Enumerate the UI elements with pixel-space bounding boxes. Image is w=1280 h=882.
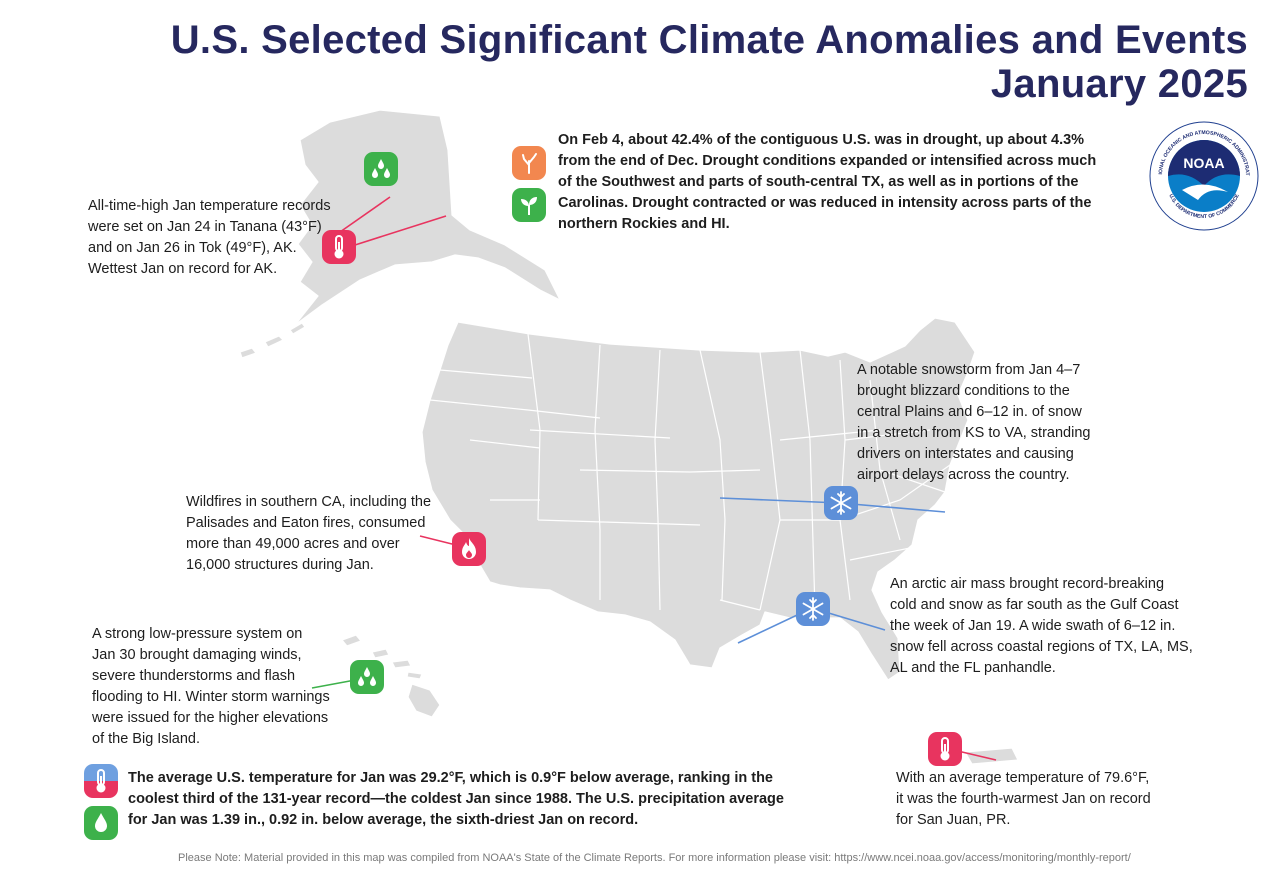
callout-line: cold and snow as far south as the Gulf C… bbox=[890, 597, 1179, 613]
callout-line: and on Jan 26 in Tok (49°F), AK. bbox=[88, 240, 297, 256]
callout-line: brought blizzard conditions to the bbox=[857, 383, 1070, 399]
callout-line: Jan 30 brought damaging winds, bbox=[92, 647, 302, 663]
callout-hawaii: A strong low-pressure system on Jan 30 b… bbox=[92, 624, 330, 750]
callout-line: AL and the FL panhandle. bbox=[890, 660, 1056, 676]
noaa-logo: NOAA NATIONAL OCEANIC AND ATMOSPHERIC AD… bbox=[1148, 120, 1259, 231]
callout-line: flooding to HI. Winter storm warnings bbox=[92, 689, 330, 705]
callout-snowstorm: A notable snowstorm from Jan 4–7 brought… bbox=[857, 360, 1090, 486]
drought-icon bbox=[512, 146, 546, 180]
callout-puerto-rico: With an average temperature of 79.6°F, i… bbox=[896, 768, 1151, 831]
callout-line: the week of Jan 19. A wide swath of 6–12… bbox=[890, 618, 1176, 634]
callout-line: it was the fourth-warmest Jan on record bbox=[896, 791, 1151, 807]
improvement-icon bbox=[512, 188, 546, 222]
hawaii-shape bbox=[341, 634, 441, 718]
page-title: U.S. Selected Significant Climate Anomal… bbox=[171, 18, 1248, 106]
callout-line: Palisades and Eaton fires, consumed bbox=[186, 515, 426, 531]
callout-line: coolest third of the 131-year record—the… bbox=[128, 791, 784, 807]
callout-line: Wildfires in southern CA, including the bbox=[186, 494, 432, 510]
fire-icon bbox=[452, 532, 486, 566]
alaska-shape bbox=[294, 109, 561, 326]
noaa-logo-text: NOAA bbox=[1183, 155, 1224, 171]
callout-line: An arctic air mass brought record-breaki… bbox=[890, 576, 1165, 592]
thermometer-icon bbox=[928, 732, 962, 766]
callout-line: All-time-high Jan temperature records bbox=[88, 198, 331, 214]
raindrops-icon bbox=[364, 152, 398, 186]
temperature-split-icon bbox=[84, 764, 118, 798]
callout-alaska: All-time-high Jan temperature records we… bbox=[88, 196, 331, 280]
footer-note: Please Note: Material provided in this m… bbox=[178, 852, 1131, 864]
callout-line: drivers on interstates and causing bbox=[857, 446, 1074, 462]
callout-wildfires: Wildfires in southern CA, including the … bbox=[186, 492, 431, 576]
snowflake-icon bbox=[796, 592, 830, 626]
callout-arctic: An arctic air mass brought record-breaki… bbox=[890, 574, 1193, 679]
callout-line: were set on Jan 24 in Tanana (43°F) bbox=[88, 219, 322, 235]
callout-line: of the Southwest and parts of south-cent… bbox=[558, 174, 1079, 190]
contiguous-us-shape bbox=[421, 317, 976, 681]
title-line-2: January 2025 bbox=[990, 62, 1248, 106]
puerto-rico-shape bbox=[964, 747, 1019, 765]
raindrops-icon bbox=[350, 660, 384, 694]
precipitation-icon bbox=[84, 806, 118, 840]
callout-line: of the Big Island. bbox=[92, 731, 201, 747]
callout-line: for San Juan, PR. bbox=[896, 812, 1011, 828]
callout-line: more than 49,000 acres and over bbox=[186, 536, 400, 552]
callout-line: were issued for the higher elevations bbox=[92, 710, 329, 726]
callout-line: snow fell across coastal regions of TX, … bbox=[890, 639, 1193, 655]
callout-line: from the end of Dec. Drought conditions … bbox=[558, 153, 1097, 169]
title-line-1: U.S. Selected Significant Climate Anomal… bbox=[170, 18, 1248, 62]
callout-line: Wettest Jan on record for AK. bbox=[88, 261, 278, 277]
callout-line: The average U.S. temperature for Jan was… bbox=[128, 770, 773, 786]
callout-line: On Feb 4, about 42.4% of the contiguous … bbox=[558, 132, 1085, 148]
callout-line: With an average temperature of 79.6°F, bbox=[896, 770, 1150, 786]
callout-line: northern Rockies and HI. bbox=[558, 216, 730, 232]
snowflake-icon bbox=[824, 486, 858, 520]
callout-line: A notable snowstorm from Jan 4–7 bbox=[857, 362, 1081, 378]
alaska-islands bbox=[239, 322, 306, 359]
callout-line: airport delays across the country. bbox=[857, 467, 1070, 483]
callout-line: for Jan was 1.39 in., 0.92 in. below ave… bbox=[128, 812, 639, 828]
callout-line: severe thunderstorms and flash bbox=[92, 668, 296, 684]
callout-line: Carolinas. Drought contracted or was red… bbox=[558, 195, 1092, 211]
callout-line: A strong low-pressure system on bbox=[92, 626, 303, 642]
callout-line: central Plains and 6–12 in. of snow bbox=[857, 404, 1082, 420]
callout-national-summary: The average U.S. temperature for Jan was… bbox=[128, 768, 784, 831]
callout-drought: On Feb 4, about 42.4% of the contiguous … bbox=[558, 130, 1096, 235]
thermometer-icon bbox=[322, 230, 356, 264]
callout-line: 16,000 structures during Jan. bbox=[186, 557, 374, 573]
callout-line: in a stretch from KS to VA, stranding bbox=[857, 425, 1091, 441]
